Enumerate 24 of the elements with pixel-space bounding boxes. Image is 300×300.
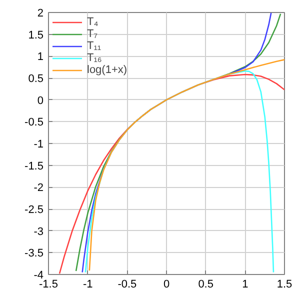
y-tick-label: 0 xyxy=(37,94,44,107)
y-tick-label: -0.5 xyxy=(24,116,44,129)
y-tick-label: 1.5 xyxy=(28,29,44,42)
y-tick-label: -2.5 xyxy=(24,204,44,216)
legend-label: T₁₆ xyxy=(87,52,103,64)
x-tick-label: 0 xyxy=(163,278,170,290)
legend-label: T₇ xyxy=(87,28,99,40)
y-tick-label: -3 xyxy=(34,226,44,238)
y-tick-label: 0.5 xyxy=(28,73,44,85)
y-tick-label: -4 xyxy=(34,270,44,282)
legend-label: log(1+x) xyxy=(87,64,128,76)
y-tick-label: -2 xyxy=(34,182,44,194)
x-tick-label: -0.5 xyxy=(118,278,137,290)
y-tick-label: -1.5 xyxy=(24,160,44,172)
y-tick-label: 2 xyxy=(37,8,44,20)
x-tick-label: 1.5 xyxy=(276,278,292,290)
legend-label: T₁₁ xyxy=(87,40,102,52)
y-tick-label: -3.5 xyxy=(24,248,44,260)
x-tick-label: 0.5 xyxy=(198,278,214,290)
legend-label: T₄ xyxy=(87,16,100,28)
y-tick-label: -1 xyxy=(34,138,44,150)
y-tick-label: 1 xyxy=(37,51,44,64)
x-tick-label: -1 xyxy=(82,278,93,290)
x-tick-label: 1 xyxy=(242,278,248,290)
